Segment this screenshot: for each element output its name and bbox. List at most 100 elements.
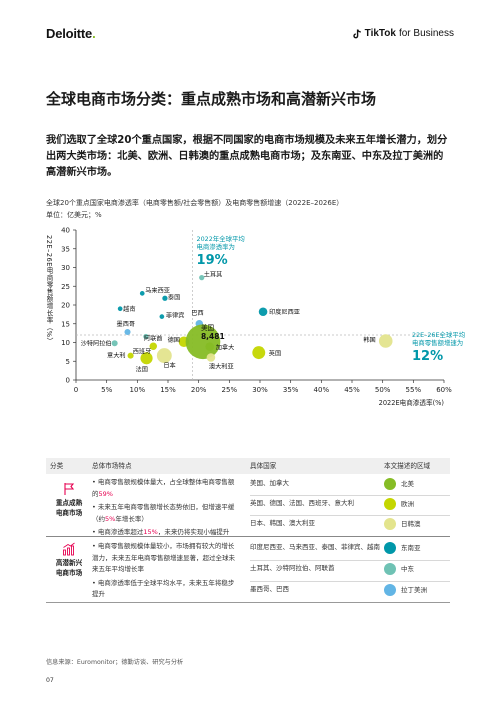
point-label: 意大利 xyxy=(107,352,126,360)
data-point xyxy=(258,307,268,317)
feature-text: • 电商渗透率超过 xyxy=(92,528,144,536)
point-label: 墨西哥 xyxy=(117,321,136,328)
section-divider xyxy=(46,536,450,537)
region-swatch xyxy=(384,478,396,490)
point-label: 德国 xyxy=(168,336,180,344)
avg-penetration-label-2: 电商渗透率为 xyxy=(197,242,235,251)
feature-highlight: 15% xyxy=(143,528,158,536)
mature-market-label: 重点成熟 电商市场 xyxy=(55,499,83,517)
region-label: 拉丁美洲 xyxy=(401,585,427,594)
data-point xyxy=(124,328,131,336)
avg-growth-value: 12% xyxy=(412,349,443,364)
mature-row-region: 北美 xyxy=(384,478,414,490)
page-number: 07 xyxy=(46,677,54,684)
point-label: 加拿大 xyxy=(216,344,235,352)
point-label: 沙特阿拉伯 xyxy=(81,339,112,347)
data-point xyxy=(162,295,168,301)
point-label: 泰国 xyxy=(168,293,180,301)
emerging-feature-item: • 电商渗透率低于全球平均水平，未来五年将稳步提升 xyxy=(92,578,238,601)
region-label: 北美 xyxy=(401,479,414,488)
feature-highlight: 5% xyxy=(105,514,116,523)
mature-row-row-divider xyxy=(250,495,450,496)
page-header: Deloitte. TikTok for Business xyxy=(0,0,496,60)
region-swatch xyxy=(384,563,396,575)
x-tick-label: 50% xyxy=(375,386,391,394)
mature-row-countries: 英国、德国、法国、西班牙、意大利 xyxy=(250,499,354,507)
page-title: 全球电商市场分类：重点成熟市场和高潜新兴市场 xyxy=(46,90,377,108)
chart-title: 全球20个重点国家电商渗透率（电商零售额/社会零售额）及电商零售额增速（2022… xyxy=(46,199,344,207)
avg-growth-label-2: 电商零售额增速为 xyxy=(412,338,463,347)
y-tick-label: 15 xyxy=(61,320,70,328)
feature-text: • 未来五年电商零售额增长态势依旧，但增速平缓（约 xyxy=(92,503,235,523)
point-label: 法国 xyxy=(136,365,148,373)
mature-row-region: 日韩澳 xyxy=(384,518,421,530)
x-tick-label: 25% xyxy=(222,386,238,394)
source-note: 信息来源：Euromonitor；德勤访谈、研究与分析 xyxy=(46,659,184,666)
point-label: 越南 xyxy=(123,305,135,313)
mature-row-countries: 美国、加拿大 xyxy=(250,479,289,487)
flag-icon xyxy=(64,483,75,495)
data-point xyxy=(117,306,123,312)
y-tick-label: 25 xyxy=(61,283,70,291)
region-label: 欧洲 xyxy=(401,499,414,508)
region-label: 中东 xyxy=(401,564,414,573)
table-head-countries: 具体国家 xyxy=(250,462,277,470)
x-tick-label: 40% xyxy=(314,386,330,394)
data-point xyxy=(149,342,158,350)
y-tick-label: 0 xyxy=(66,377,70,385)
y-axis-label: 22E–26E电商零售额增长率（%） xyxy=(45,235,53,345)
point-label: 印度尼西亚 xyxy=(269,308,300,316)
x-tick-label: 55% xyxy=(406,386,422,394)
data-point xyxy=(111,340,118,347)
emerging-row-row-divider xyxy=(250,560,450,561)
data-point xyxy=(159,314,165,319)
region-label: 日韩澳 xyxy=(401,519,421,528)
point-label: 阿联酋 xyxy=(144,335,163,343)
feature-text: ，未来仍将实现小幅提升 xyxy=(157,528,230,536)
y-tick-label: 40 xyxy=(61,227,70,235)
mature-row-row-divider xyxy=(250,515,450,516)
data-point xyxy=(143,333,149,340)
x-tick-label: 35% xyxy=(283,386,299,394)
tiktok-note-icon xyxy=(353,28,361,38)
avg-growth-label-1: 22E–26E全球平均 xyxy=(412,330,465,339)
feature-text: 年增长率） xyxy=(115,514,148,523)
mature-feature-item: • 未来五年电商零售额增长态势依旧，但增速平缓（约5%年增长率） xyxy=(92,502,238,525)
point-label: 马来西亚 xyxy=(145,286,170,294)
avg-penetration-value: 19% xyxy=(197,253,228,268)
tiktok-logo-strong: TikTok xyxy=(364,28,396,39)
emerging-row-row-divider xyxy=(250,581,450,582)
mature-row-countries: 日本、韩国、澳大利亚 xyxy=(250,519,315,527)
point-label: 西班牙 xyxy=(133,347,152,355)
point-value-label: 8,481 xyxy=(201,332,225,341)
point-label: 澳大利亚 xyxy=(209,363,234,371)
y-tick-label: 30 xyxy=(61,264,70,272)
region-swatch xyxy=(384,498,396,510)
data-point xyxy=(378,334,393,348)
x-axis-label: 2022E电商渗透率(%) xyxy=(379,398,444,407)
region-label: 东南亚 xyxy=(401,543,421,552)
region-swatch xyxy=(384,584,396,596)
point-label: 韩国 xyxy=(363,336,375,344)
intro-paragraph: 我们选取了全球20个重点国家，根据不同国家的电商市场规模及未来五年增长潜力，划分… xyxy=(46,135,448,178)
region-swatch xyxy=(384,518,396,530)
x-tick-label: 60% xyxy=(436,386,452,394)
emerging-row-region: 东南亚 xyxy=(384,542,421,554)
avg-penetration-label-1: 2022年全球平均 xyxy=(197,234,245,243)
region-swatch xyxy=(384,542,396,554)
scatter-chart: 0 5% 10% 15% 20% 25% 30% 35% 40% 45% 50% 55% 60% 0 5 10… xyxy=(45,227,465,408)
data-point xyxy=(252,346,266,360)
deloitte-logo-text: Deloitte xyxy=(46,26,93,41)
table-header-bar xyxy=(46,458,450,474)
feature-text: • 电商渗透率低于全球平均水平，未来五年将稳步提升 xyxy=(92,578,235,599)
emerging-row-region: 拉丁美洲 xyxy=(384,584,427,596)
x-tick-label: 0 xyxy=(74,386,78,394)
x-tick-label: 15% xyxy=(160,386,176,394)
point-label: 巴西 xyxy=(191,310,203,317)
y-tick-label: 5 xyxy=(66,358,70,366)
data-point xyxy=(127,352,134,359)
deloitte-logo-dot: . xyxy=(92,26,96,41)
emerging-row-countries: 墨西哥、巴西 xyxy=(250,585,289,593)
y-tick-label: 35 xyxy=(61,245,70,253)
tiktok-business-logo: TikTok for Business xyxy=(353,28,454,39)
